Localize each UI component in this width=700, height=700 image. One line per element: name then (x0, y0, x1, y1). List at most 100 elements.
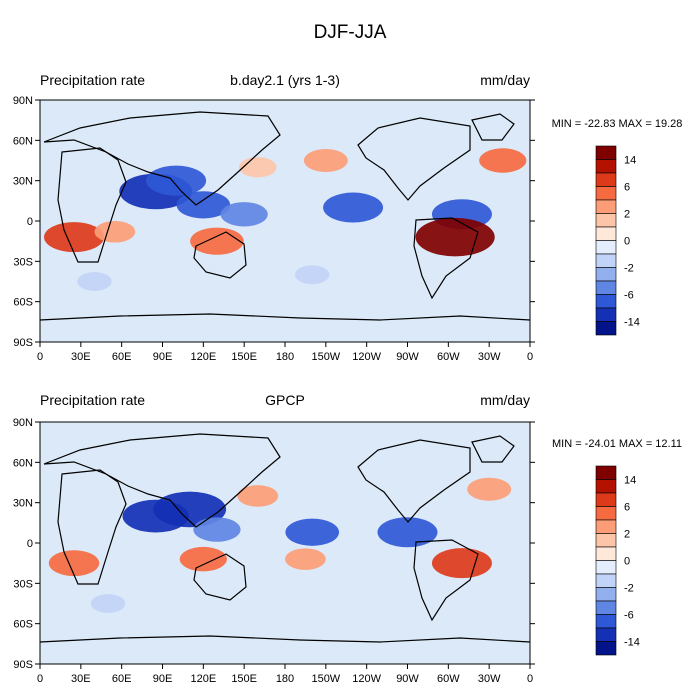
figure-title: DJF-JJA (314, 22, 387, 43)
colorbar-swatch (595, 213, 617, 228)
precip-anomaly-6 (220, 202, 268, 227)
colorbar-swatch (595, 172, 617, 187)
x-tick-label: 30E (71, 351, 91, 363)
colorbar-swatch (595, 641, 617, 656)
panel-2: Precipitation rate GPCP mm/day MIN = -24… (13, 392, 682, 685)
x-tick-label: 60E (112, 351, 132, 363)
x-tick-label: 90E (153, 673, 173, 685)
map-area-1: 0 30E 60E 90E 120E 150E 180 150W 120W 90W 60W 30W 0 … (13, 95, 535, 363)
precip-anomaly-11 (303, 149, 348, 172)
colorbar-label: 0 (624, 236, 630, 248)
y-tick-label: 60S (13, 297, 33, 309)
y-tick-label: 30S (13, 578, 33, 590)
coast-north-america-1 (357, 117, 471, 201)
y-tick-label: 90S (13, 337, 33, 349)
x-tick-label: 150W (311, 351, 340, 363)
colorbar-swatch (595, 226, 617, 241)
colorbar-swatch (595, 294, 617, 309)
y-tick-label: 90N (13, 417, 33, 429)
precip-anomaly-7 (179, 546, 227, 572)
x-tick-label: 60E (112, 673, 132, 685)
x-tick-label: 120E (190, 351, 216, 363)
x-tick-label: 0 (37, 673, 43, 685)
coast-antarctica-1 (39, 313, 531, 321)
y-axis-1: 90N 60N 30N 0 30S 60S 90S (13, 95, 535, 349)
colorbar-label: 0 (624, 556, 630, 568)
colorbar-swatch (595, 240, 617, 255)
x-tick-label: 150E (231, 351, 257, 363)
colorbar-swatch (595, 186, 617, 201)
colorbar-swatch (595, 519, 617, 534)
y-tick-label: 90N (13, 95, 33, 107)
colorbar-label: 2 (624, 529, 630, 541)
colorbar-label: 14 (624, 475, 636, 487)
colorbar-swatch (595, 627, 617, 642)
precip-anomaly-1 (48, 550, 100, 577)
colorbar-label: -6 (624, 290, 634, 302)
colorbar-label: 6 (624, 502, 630, 514)
x-tick-label: 90W (396, 673, 419, 685)
coast-africa-1 (57, 147, 127, 263)
colorbar-label: 6 (624, 182, 630, 194)
y-tick-label: 0 (27, 216, 33, 228)
precip-anomaly-12 (90, 594, 126, 613)
precip-anomaly-11 (467, 477, 512, 501)
precip-anomaly-14 (77, 272, 112, 291)
colorbar-swatch (595, 573, 617, 588)
x-tick-label: 60W (437, 351, 460, 363)
precip-anomaly-5 (176, 191, 231, 219)
colorbar-swatch (595, 533, 617, 548)
coast-greenland-2 (471, 435, 515, 463)
panel-1-right-label: mm/day (480, 72, 530, 88)
panel-1-stats: MIN = -22.83 MAX = 19.28 (552, 118, 683, 130)
x-tick-label: 0 (527, 673, 533, 685)
colorbar-swatch (595, 492, 617, 507)
x-tick-label: 150W (311, 673, 340, 685)
coast-australia-1 (193, 231, 247, 279)
panel-1-center-label: b.day2.1 (yrs 1-3) (230, 72, 340, 88)
precip-anomaly-12 (479, 148, 527, 173)
x-tick-label: 180 (276, 673, 294, 685)
panel-2-stats: MIN = -24.01 MAX = 12.11 (552, 438, 682, 450)
colorbar-swatch (595, 614, 617, 629)
precip-anomaly-7 (323, 192, 384, 223)
colorbar-label: 14 (624, 155, 636, 167)
colorbar-swatch (595, 506, 617, 521)
x-axis-2: 0 30E 60E 90E 120E 150E 180 150W 120W 90W 60W 30W 0 (37, 664, 533, 685)
coast-eurasia-2 (43, 433, 281, 528)
precip-anomaly-15 (295, 265, 330, 285)
precip-anomaly-4 (146, 165, 207, 196)
precip-anomaly-9 (190, 227, 244, 255)
coast-africa-2 (57, 469, 127, 585)
x-tick-label: 90W (396, 351, 419, 363)
coast-australia-2 (193, 553, 247, 601)
x-tick-label: 180 (276, 351, 294, 363)
colorbar-swatch (595, 321, 617, 336)
panel-2-right-label: mm/day (480, 392, 530, 408)
precip-anomaly-1 (44, 222, 105, 253)
coast-south-america-2 (413, 539, 479, 622)
coast-south-america-1 (413, 217, 479, 300)
precip-anomaly-13 (238, 157, 277, 178)
x-tick-label: 30E (71, 673, 91, 685)
colorbar-swatch (595, 560, 617, 575)
colorbar-swatch (595, 600, 617, 615)
y-tick-label: 60S (13, 619, 33, 631)
precip-anomaly-10 (237, 485, 279, 507)
x-axis-1: 0 30E 60E 90E 120E 150E 180 150W 120W 90W 60W 30W 0 (37, 342, 533, 363)
colorbar-swatch (595, 307, 617, 322)
colorbar-swatch (595, 280, 617, 295)
coastlines-1 (39, 111, 531, 321)
colorbar-swatch (595, 199, 617, 214)
coastlines-2 (39, 433, 531, 643)
colorbar-swatch (595, 546, 617, 561)
colorbar-1: 14 6 2 0 -2 -6 -14 (595, 145, 640, 336)
colorbar-2: 14 6 2 0 -2 -6 -14 (595, 465, 640, 656)
x-tick-label: 0 (37, 351, 43, 363)
precip-anomaly-5 (285, 518, 340, 546)
precip-anomaly-4 (193, 517, 241, 542)
y-tick-label: 60N (13, 457, 33, 469)
panel-1-left-label: Precipitation rate (40, 72, 145, 88)
x-tick-label: 120E (190, 673, 216, 685)
colorbar-swatch (595, 587, 617, 602)
